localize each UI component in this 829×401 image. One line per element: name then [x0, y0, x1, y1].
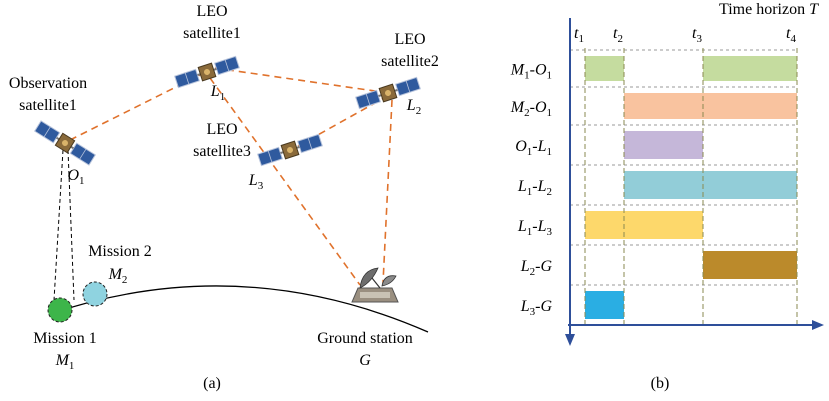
glyph: O — [535, 99, 547, 116]
satellite-label: satellite2 — [381, 53, 439, 70]
activity-bar — [624, 171, 797, 199]
link-label: M2​-O1​ — [510, 99, 552, 119]
satellite — [174, 55, 239, 88]
time-label: t3​ — [692, 25, 702, 45]
link-axis-arrow — [565, 334, 575, 346]
link-label: L1​-L3​ — [517, 218, 553, 238]
figure: Observation satellite1 O1​ LEO satellite… — [0, 0, 829, 401]
glyph: 1 — [220, 91, 226, 103]
ground-station-icon — [352, 268, 398, 302]
satellite-label: LEO — [206, 121, 237, 138]
satellite — [34, 120, 96, 166]
mission-symbol: M1​ — [55, 352, 75, 372]
glyph: L — [210, 83, 220, 100]
glyph: 3 — [547, 226, 553, 238]
glyph: 1 — [547, 70, 553, 82]
glyph: L — [537, 178, 547, 195]
glyph: G — [540, 258, 552, 275]
panel-a: Observation satellite1 O1​ LEO satellite… — [9, 3, 439, 392]
satellite-symbol: L2​ — [406, 97, 421, 117]
axis-symbol: T — [809, 1, 819, 18]
glyph: 1 — [547, 146, 553, 158]
activity-bar — [585, 56, 624, 81]
satellite-label: satellite3 — [193, 143, 251, 160]
satellite-label: LEO — [394, 31, 425, 48]
satellite-symbol: O1​ — [67, 167, 84, 187]
satellite — [257, 133, 322, 166]
activity-bar — [703, 56, 797, 81]
caption: (a) — [203, 375, 221, 392]
satellite-label: Observation — [9, 75, 87, 92]
glyph: O — [67, 167, 79, 184]
glyph: O — [535, 62, 547, 79]
glyph: L — [520, 298, 530, 315]
observation-beam — [54, 150, 63, 300]
link-label: L1​-L2​ — [517, 178, 552, 198]
caption: (b) — [651, 375, 670, 392]
time-label: t2​ — [613, 25, 623, 45]
mission-label: Mission 2 — [88, 243, 152, 260]
link-line — [215, 68, 382, 92]
glyph: 2 — [547, 186, 553, 198]
glyph: L — [406, 97, 416, 114]
ground-station-symbol: G — [359, 352, 371, 369]
ground-station-label: Ground station — [317, 330, 413, 347]
glyph: O — [515, 138, 527, 155]
mission-2-area — [83, 282, 107, 306]
glyph: L — [537, 138, 547, 155]
time-axis-arrow — [812, 320, 824, 330]
link-label: O1​-L1​ — [515, 138, 552, 158]
glyph: 1 — [547, 107, 553, 119]
link-label: L3​-G — [520, 298, 553, 318]
satellite-label: satellite1 — [19, 97, 77, 114]
mission-1-area — [48, 298, 72, 322]
glyph: L — [537, 218, 547, 235]
satellite-label: satellite1 — [183, 25, 241, 42]
link-line — [383, 100, 392, 283]
activity-bar — [585, 211, 703, 239]
link-label: M1​-O1​ — [510, 62, 552, 82]
panel-b: Time horizon T (b) M1​-O1​M2​-O1​O1​-L1​… — [510, 1, 824, 392]
link-label: L2​-G — [520, 258, 553, 278]
satellite-label: LEO — [196, 3, 227, 20]
satellite-symbol: L3​ — [248, 172, 264, 192]
activity-bar — [624, 93, 797, 119]
satellite-symbol: L1​ — [210, 83, 225, 103]
glyph: L — [517, 178, 527, 195]
glyph: L — [520, 258, 530, 275]
mission-symbol: M2​ — [108, 266, 128, 286]
time-label: t4​ — [786, 25, 796, 45]
mission-label: Mission 1 — [33, 330, 97, 347]
link-line — [210, 78, 360, 285]
axis-title-text: Time horizon — [719, 1, 805, 18]
time-label: t1​ — [574, 25, 584, 45]
glyph: 2 — [416, 105, 422, 117]
axis-title: Time horizon T — [719, 1, 819, 18]
glyph: G — [540, 298, 552, 315]
glyph: L — [248, 172, 258, 189]
activity-bar — [585, 291, 624, 319]
glyph: 1 — [79, 175, 85, 187]
glyph: L — [517, 218, 527, 235]
activity-bar — [624, 131, 703, 159]
activity-bar — [703, 251, 797, 279]
glyph: 3 — [258, 180, 264, 192]
